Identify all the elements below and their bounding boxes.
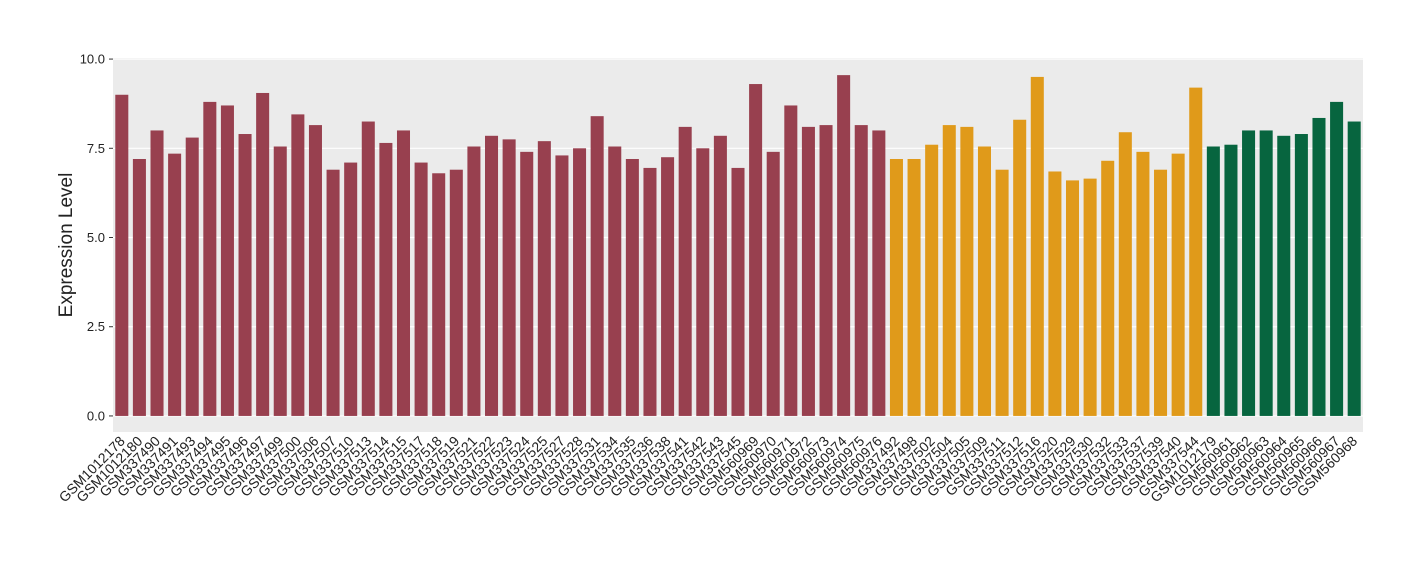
bar xyxy=(661,157,675,416)
bar xyxy=(625,158,639,416)
bar xyxy=(1277,135,1291,416)
bar xyxy=(1330,101,1344,416)
bar xyxy=(696,148,710,416)
bar xyxy=(502,139,516,416)
bar xyxy=(573,148,587,416)
bar xyxy=(942,125,956,416)
bar xyxy=(1118,132,1132,416)
bar xyxy=(414,162,428,416)
bar xyxy=(326,169,340,416)
y-tick-label: 2.5 xyxy=(87,319,105,334)
bar xyxy=(1242,130,1256,416)
bar xyxy=(132,158,146,416)
bar xyxy=(1013,119,1027,416)
bar xyxy=(555,155,569,416)
bar xyxy=(960,126,974,416)
bar xyxy=(1030,76,1044,416)
bar xyxy=(115,94,129,416)
bar xyxy=(907,158,921,416)
bar xyxy=(256,92,270,416)
bar xyxy=(432,173,446,416)
y-tick-label: 10.0 xyxy=(80,52,105,67)
bar xyxy=(608,146,622,416)
bar xyxy=(925,144,939,416)
bar xyxy=(520,151,534,416)
bar xyxy=(678,126,692,416)
bar xyxy=(273,146,287,416)
bar xyxy=(485,135,499,416)
bar xyxy=(977,146,991,416)
bar xyxy=(396,130,411,416)
bar xyxy=(1294,134,1308,416)
bar xyxy=(995,169,1009,416)
bar xyxy=(749,84,763,416)
bar xyxy=(713,135,727,416)
bar xyxy=(150,130,164,416)
bar xyxy=(308,125,322,416)
bar xyxy=(1101,160,1115,416)
bar xyxy=(185,137,199,416)
bar xyxy=(449,169,463,416)
bar xyxy=(837,75,851,416)
bar xyxy=(220,105,234,416)
bar xyxy=(1154,169,1168,416)
bar xyxy=(291,114,305,416)
bar xyxy=(819,125,833,416)
y-tick-label: 0.0 xyxy=(87,408,105,423)
bar xyxy=(872,130,886,416)
bar xyxy=(361,121,375,416)
bar xyxy=(1206,146,1220,416)
bar xyxy=(1347,121,1361,416)
bar xyxy=(1083,178,1097,416)
bar xyxy=(731,167,745,416)
bar xyxy=(379,142,393,416)
bar xyxy=(1065,180,1080,416)
bar xyxy=(1312,117,1326,416)
bar xyxy=(1136,151,1150,416)
bar xyxy=(1189,87,1203,416)
y-tick-label: 7.5 xyxy=(87,141,105,156)
bar xyxy=(1048,171,1062,416)
bar xyxy=(801,126,815,416)
bar xyxy=(643,167,657,416)
y-axis-label: Expression Level xyxy=(56,173,77,318)
y-tick-label: 5.0 xyxy=(87,230,105,245)
bar xyxy=(889,158,903,416)
bar xyxy=(238,134,252,416)
bar xyxy=(1171,153,1185,416)
bar xyxy=(168,153,182,416)
bar xyxy=(854,125,868,416)
bar xyxy=(467,146,481,416)
bar xyxy=(784,105,798,416)
bar xyxy=(344,162,358,416)
bar xyxy=(1224,144,1238,416)
bar xyxy=(766,151,780,416)
bar xyxy=(203,101,217,416)
bar xyxy=(537,141,551,416)
bar xyxy=(590,116,604,416)
bar xyxy=(1259,130,1273,416)
